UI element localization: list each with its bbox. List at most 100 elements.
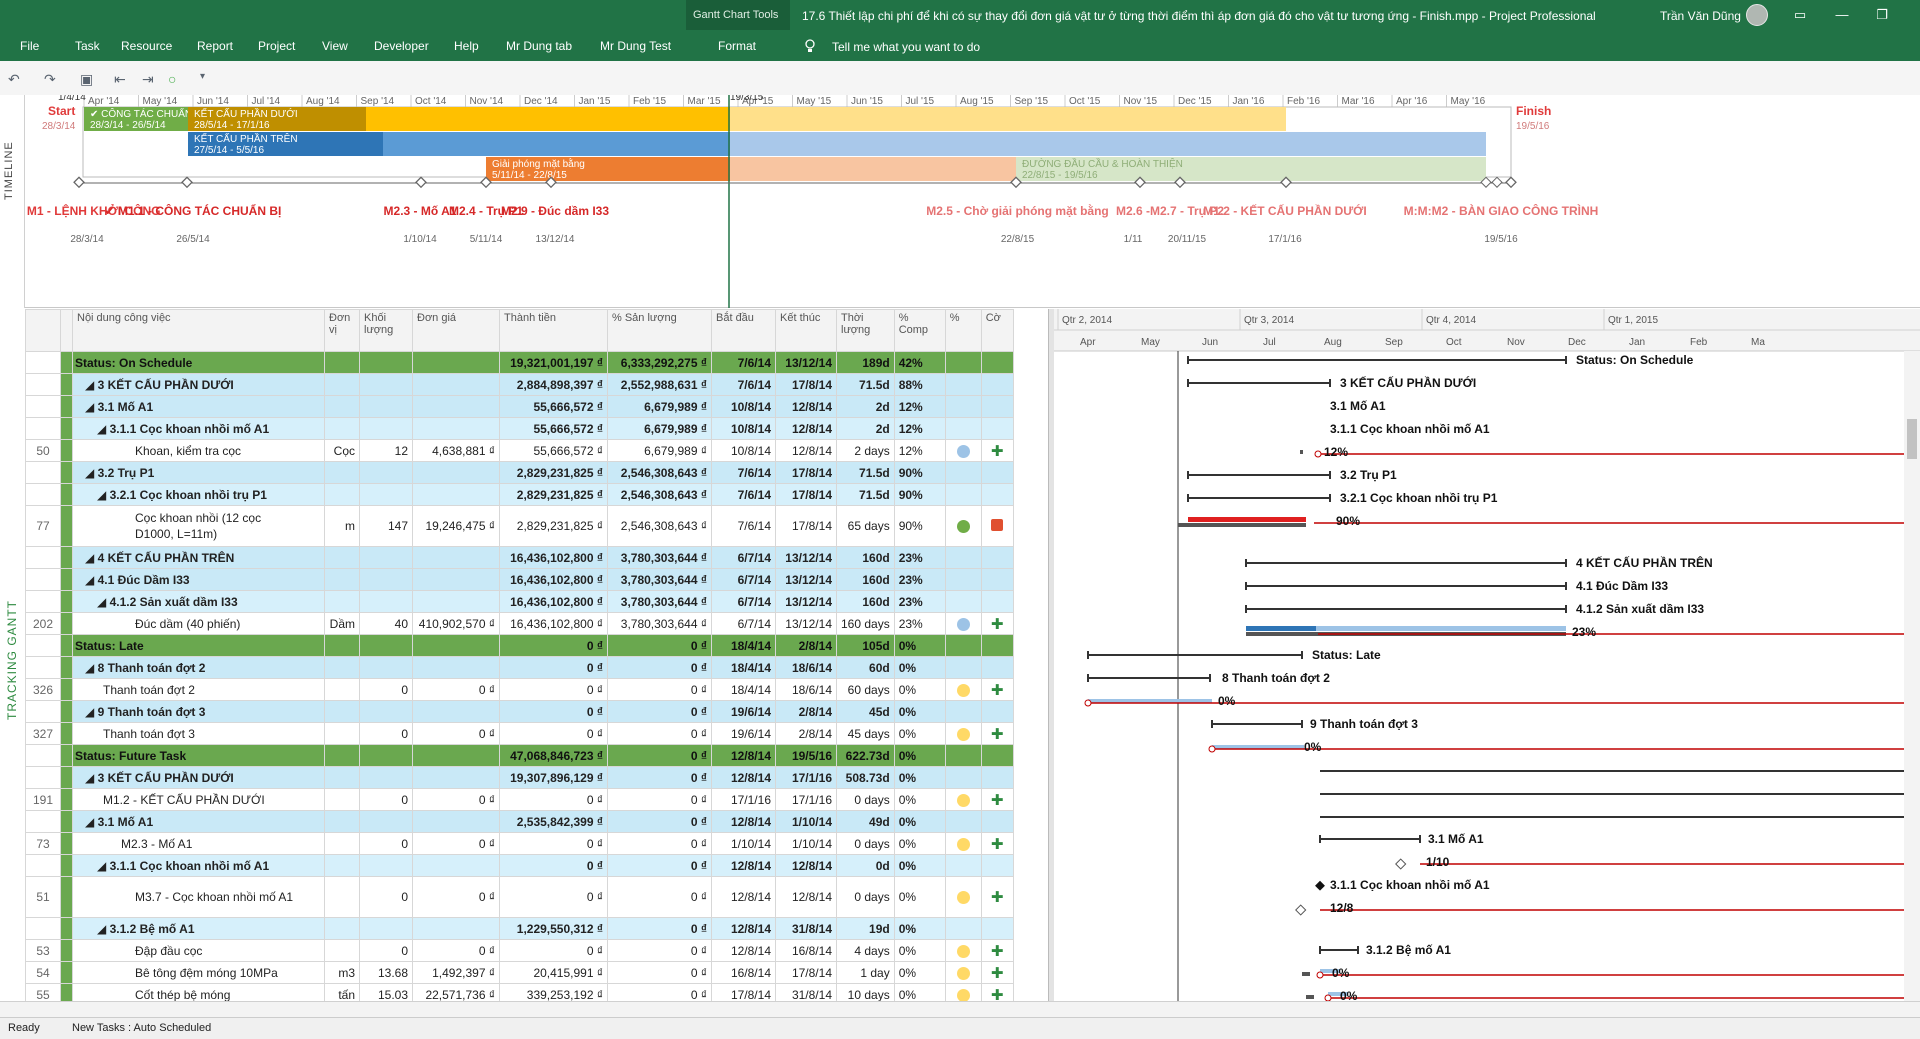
view-splitter[interactable]	[1048, 309, 1054, 1001]
header-start[interactable]: Bắt đầu	[711, 309, 776, 352]
indent-icon[interactable]: ⇤	[114, 71, 126, 87]
row-id	[25, 395, 61, 418]
qty-cell	[359, 634, 413, 657]
header-unit[interactable]: Đơn vị	[324, 309, 360, 352]
unit-cell	[324, 373, 360, 396]
cost-cell: 55,666,572 ₫	[499, 395, 608, 418]
unit-cell	[324, 678, 360, 701]
horizontal-scrollbar[interactable]	[0, 1001, 1920, 1017]
price-cell: 0 ₫	[412, 939, 500, 962]
price-cell	[412, 917, 500, 940]
task-name: ◢ 4.1.2 Sản xuất dầm I33	[72, 590, 325, 613]
tab-file[interactable]: File	[20, 39, 40, 53]
header-indicator[interactable]	[60, 309, 73, 352]
qty-cell: 0	[359, 939, 413, 962]
flag-cell	[980, 395, 1014, 418]
header-qty[interactable]: Khối lượng	[359, 309, 413, 352]
timescale-month: Dec	[1568, 337, 1586, 348]
header-finish[interactable]: Kết thúc	[775, 309, 837, 352]
table-row: ◢ 3.1.1 Cọc khoan nhồi mố A1 55,666,572 ₫…	[25, 417, 1014, 440]
unit-cell	[324, 483, 360, 506]
unit-cell	[324, 417, 360, 440]
tell-me-box[interactable]: Tell me what you want to do	[832, 40, 981, 54]
qty-cell	[359, 461, 413, 484]
header-flag[interactable]: Cờ	[980, 309, 1014, 352]
finish-cell: 16/8/14	[775, 939, 837, 962]
status-circle-icon[interactable]: ○	[168, 71, 177, 87]
pct-indicator-cell	[944, 483, 982, 506]
restore-icon[interactable]: ❐	[1876, 7, 1888, 22]
duration-cell: 60d	[836, 656, 895, 679]
customize-qat-icon[interactable]: ▾	[200, 71, 206, 82]
cost-cell: 16,436,102,800 ₫	[499, 612, 608, 635]
duration-cell: 45d	[836, 700, 895, 723]
header-cost[interactable]: Thành tiền	[499, 309, 608, 352]
task-name: Status: Future Task	[72, 744, 325, 767]
output-cell: 0 ₫	[607, 766, 712, 789]
header-price[interactable]: Đơn giá	[412, 309, 500, 352]
timeline-side	[0, 95, 25, 308]
task-name: ◢ 8 Thanh toán đợt 2	[72, 656, 325, 679]
gantt-label: 3.1 Mố A1	[1428, 832, 1484, 846]
ribbon-display-icon[interactable]: ▭	[1793, 7, 1807, 22]
timeline-month: Feb '15	[633, 96, 666, 107]
duration-cell: 65 days	[836, 505, 895, 547]
unit-cell	[324, 854, 360, 877]
smiley-icon	[956, 520, 970, 534]
pct-complete-cell: 0%	[893, 810, 946, 833]
header-duration[interactable]: Thời lượng	[836, 309, 895, 352]
row-indicator	[60, 917, 73, 940]
timeline-pane[interactable]: Apr '14 May '14 Jun '14 Jul '14 Aug '14 Sep '…	[0, 95, 1920, 308]
timeline-month: Jan '16	[1233, 96, 1265, 107]
duration-cell: 160d	[836, 546, 895, 569]
task-mode-status[interactable]: New Tasks : Auto Scheduled	[72, 1022, 212, 1034]
start-cell: 19/6/14	[711, 722, 776, 745]
pct-complete-cell: 12%	[893, 417, 946, 440]
tab-task[interactable]: Task	[75, 39, 100, 53]
header-pct[interactable]: %	[944, 309, 982, 352]
tab-mr-dung-test[interactable]: Mr Dung Test	[600, 39, 672, 53]
user-name[interactable]: Trần Văn Dũng	[1660, 9, 1741, 23]
header-task-name[interactable]: Nội dung công việc	[72, 309, 325, 352]
milestone-label: M2.7 - Trụ P2	[1150, 204, 1224, 218]
header-pct-complete[interactable]: % Comp	[893, 309, 946, 352]
start-cell: 12/8/14	[711, 917, 776, 940]
tab-resource[interactable]: Resource	[121, 39, 173, 53]
plus-icon: ✚	[990, 964, 1004, 982]
start-cell: 6/7/14	[711, 590, 776, 613]
tab-mr-dung[interactable]: Mr Dung tab	[506, 39, 573, 53]
header-output[interactable]: % Sản lượng	[607, 309, 712, 352]
duration-cell: 71.5d	[836, 483, 895, 506]
qty-cell: 0	[359, 832, 413, 855]
redo-icon[interactable]: ↷	[44, 71, 56, 87]
tab-view[interactable]: View	[322, 39, 348, 53]
unit-cell: m3	[324, 961, 360, 984]
price-cell	[412, 546, 500, 569]
header-id[interactable]	[25, 309, 61, 352]
gantt-chart[interactable]: Qtr 2, 2014 Qtr 3, 2014 Qtr 4, 2014 Qtr 1, …	[1054, 309, 1920, 1001]
tab-help[interactable]: Help	[454, 39, 479, 53]
timeline-start-date: 1/4/14	[58, 95, 86, 103]
tab-format[interactable]: Format	[718, 39, 757, 53]
cost-cell: 0 ₫	[499, 876, 608, 918]
outdent-icon[interactable]: ⇥	[142, 71, 154, 87]
undo-icon[interactable]: ↶	[8, 71, 20, 87]
view-icon[interactable]: ▣	[80, 71, 94, 87]
milestone-label: M1.2 - KẾT CẤU PHẦN DƯỚI	[1203, 203, 1367, 218]
task-bar	[1300, 450, 1303, 454]
task-grid[interactable]: Nội dung công việc Đơn vị Khối lượng Đơn gi…	[0, 309, 1048, 1001]
duration-cell: 160 days	[836, 612, 895, 635]
avatar[interactable]	[1746, 4, 1768, 26]
gantt-label: 1/10	[1426, 855, 1450, 869]
milestone-date: 1/11	[1124, 234, 1143, 245]
table-row: ◢ 4 KẾT CẤU PHẦN TRÊN 16,436,102,800 ₫ 3,7…	[25, 546, 1014, 569]
table-row: ◢ 3.1 Mố A1 2,535,842,399 ₫ 0 ₫ 12/8/14 1/10…	[25, 810, 1014, 833]
milestone-marker	[1295, 904, 1307, 916]
tab-developer[interactable]: Developer	[374, 39, 429, 53]
smiley-icon	[956, 683, 970, 697]
output-cell: 2,552,988,631 ₫	[607, 373, 712, 396]
pct-complete-cell: 0%	[893, 766, 946, 789]
minimize-icon[interactable]: —	[1835, 7, 1849, 22]
tab-report[interactable]: Report	[197, 39, 234, 53]
tab-project[interactable]: Project	[258, 39, 296, 53]
